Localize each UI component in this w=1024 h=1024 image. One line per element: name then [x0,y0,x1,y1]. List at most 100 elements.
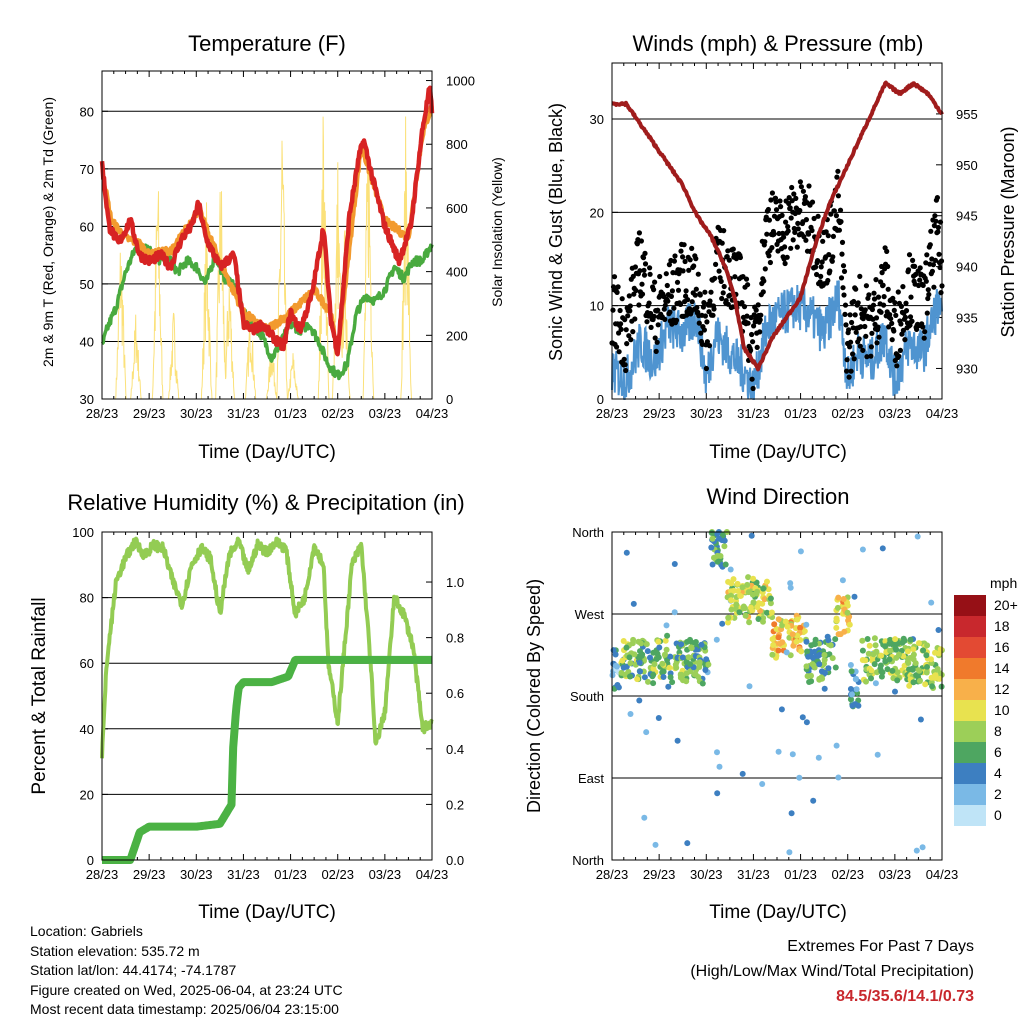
gust-point [818,264,824,270]
direction-point [711,554,717,561]
gust-point [894,363,900,369]
gust-point [835,168,841,174]
gust-point [917,265,923,271]
gust-point [702,313,709,319]
direction-point [671,609,678,616]
gust-point [730,246,736,252]
gust-point [935,229,941,235]
gust-point [936,251,942,257]
direction-point [789,631,796,638]
direction-point [679,654,686,661]
direction-point [872,680,879,687]
gust-point [779,212,785,218]
gust-point [921,335,927,341]
gust-point [694,305,700,311]
gust-point [778,204,784,210]
gust-point [721,283,727,290]
direction-point [868,675,874,682]
y-tick-label: 40 [80,334,94,349]
direction-point [630,600,637,607]
gust-point [761,278,767,284]
gust-point [648,324,654,330]
gust-point [617,307,623,314]
legend-label: 14 [994,660,1010,676]
direction-point [798,648,805,655]
direction-point [825,665,832,672]
gust-point [683,288,689,294]
gust-point [820,238,826,244]
gust-point [741,304,748,310]
direction-point [735,588,741,594]
x-tick-label: 28/23 [596,406,629,421]
gust-point [636,302,642,308]
gust-point [830,254,836,260]
gust-point [623,327,629,333]
direction-point [656,644,663,651]
direction-point [859,637,866,644]
y2-tick-label: 0.4 [446,742,464,757]
direction-point [730,576,737,583]
direction-point [873,648,880,655]
direction-point [725,619,731,626]
direction-point [846,621,853,628]
gust-point [785,224,791,230]
gust-point [795,226,801,232]
y-tick-label: 60 [80,219,94,234]
direction-point [821,652,828,658]
gust-point [839,239,846,245]
gust-point [907,314,914,320]
gust-point [842,311,848,317]
direction-point [708,529,715,536]
direction-point [662,637,669,644]
direction-point [852,676,859,683]
extremes-subtitle: (High/Low/Max Wind/Total Precipitation) [690,963,974,980]
gust-point [639,291,646,297]
direction-point [851,593,858,600]
gust-point [809,227,815,234]
x-tick-label: 02/23 [831,867,864,882]
direction-point [808,642,815,649]
direction-point [868,667,875,674]
direction-point [929,683,936,690]
direction-point [660,674,667,680]
legend-swatch [954,784,986,805]
legend-swatch [954,595,986,616]
direction-point [764,578,770,585]
gust-point [689,299,695,305]
gust-point [895,289,901,295]
gust-point [846,374,852,380]
direction-point [923,669,930,676]
direction-point [787,584,794,591]
direction-point [924,642,931,649]
gust-point [691,263,697,269]
direction-point [803,621,810,628]
gust-point [703,365,710,372]
gust-point [815,213,821,219]
direction-point [750,575,757,582]
direction-point [775,647,782,654]
direction-point [825,637,832,644]
gust-point [912,263,918,269]
direction-point [839,577,846,584]
y-tick-label: 80 [80,591,94,606]
direction-point [936,675,943,682]
direction-point [832,636,839,643]
gust-point [875,324,881,330]
direction-point [740,605,747,612]
gust-point [766,253,772,259]
direction-point [924,664,930,670]
x-tick-label: 28/23 [86,867,119,882]
y2-tick-label: 600 [446,201,468,216]
direction-point [638,652,645,659]
gust-point [849,319,855,326]
wind-direction-panel: Wind Direction Time (Day/UTC) Direction … [524,484,1018,923]
gust-point [623,367,629,374]
direction-point [833,742,840,749]
winds-y-label: Sonic Wind & Gust (Blue, Black) [546,103,566,361]
direction-point [746,619,753,626]
gust-point [663,271,669,277]
direction-point [659,669,666,676]
gust-point [701,300,707,306]
direction-point [928,599,935,606]
direction-point [744,581,751,588]
